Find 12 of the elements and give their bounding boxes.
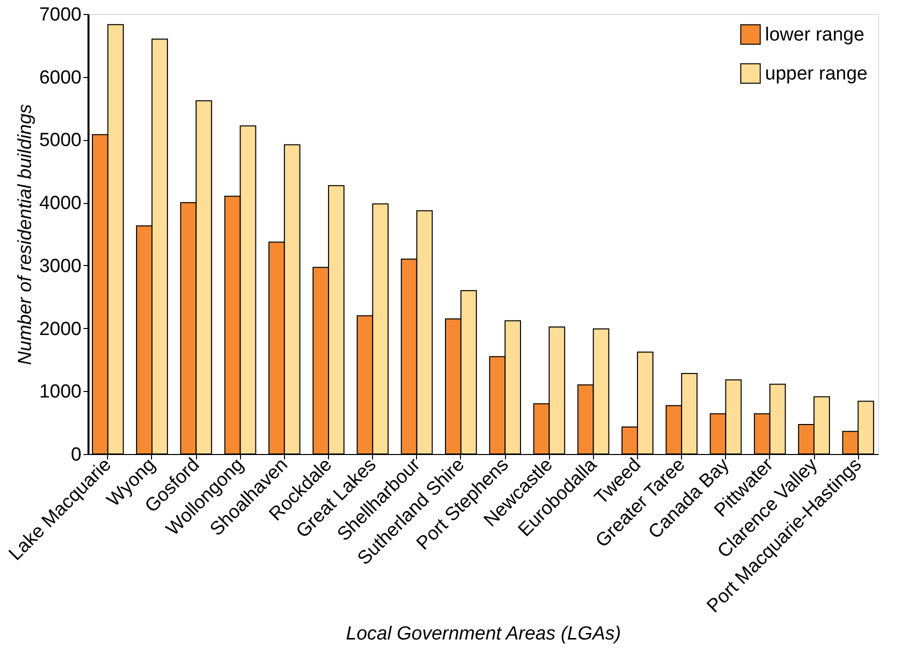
y-tick-label: 7000: [39, 4, 82, 26]
y-axis-title: Number of residential buildings: [15, 104, 36, 365]
y-tick-label: 4000: [39, 193, 82, 214]
y-tick-label: 0: [70, 444, 82, 466]
y-tick-label: 1000: [39, 382, 82, 403]
y-tick-label: 6000: [39, 67, 82, 88]
legend-label: lower range: [765, 24, 864, 46]
y-tick-label: 5000: [39, 130, 82, 152]
legend-label: upper range: [765, 64, 868, 84]
y-tick-label: 3000: [39, 256, 82, 277]
y-tick-label: 2000: [39, 318, 82, 340]
x-axis-title: Local Government Areas (LGAs): [346, 623, 621, 644]
